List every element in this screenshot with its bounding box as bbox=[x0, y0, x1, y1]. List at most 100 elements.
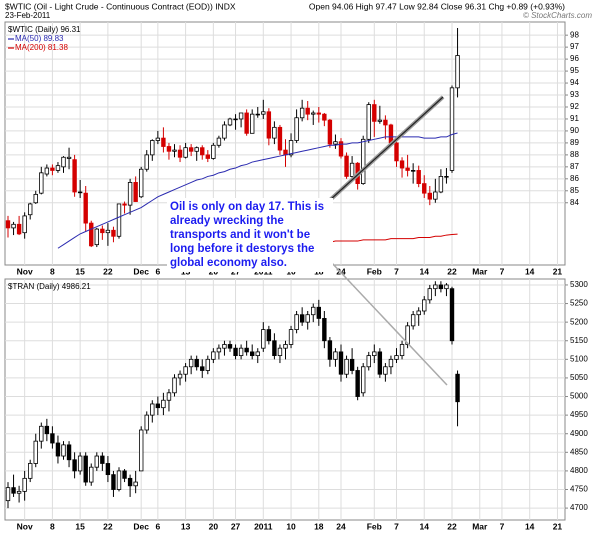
candle-body bbox=[22, 215, 27, 234]
x-tick-label: 27 bbox=[231, 521, 241, 531]
y-tick-label: 4800 bbox=[570, 466, 588, 475]
candle-body bbox=[449, 288, 455, 342]
x-tick-label: 22 bbox=[103, 266, 113, 276]
candle-body bbox=[333, 141, 338, 145]
candle-body bbox=[322, 318, 327, 342]
candle-body bbox=[349, 162, 355, 177]
x-tick-label: 14 bbox=[420, 266, 430, 276]
candle-body bbox=[233, 118, 238, 121]
y-tick-label: 96 bbox=[570, 54, 579, 63]
candle-body bbox=[433, 284, 438, 290]
candle-body bbox=[205, 358, 210, 371]
pointer bbox=[330, 261, 448, 386]
candle-body bbox=[233, 347, 238, 357]
candle-body bbox=[305, 107, 310, 115]
candle-body bbox=[333, 351, 338, 360]
candle-body bbox=[227, 118, 233, 126]
candle-body bbox=[405, 167, 410, 171]
candle-body bbox=[449, 87, 455, 171]
plot-frame bbox=[4, 278, 566, 521]
candle-body bbox=[327, 340, 333, 360]
candle-body bbox=[238, 347, 244, 357]
candle-body bbox=[77, 455, 83, 472]
candle-body bbox=[255, 113, 260, 116]
candle-body bbox=[388, 358, 394, 368]
candle-body bbox=[416, 310, 421, 316]
x-tick-label: 14 bbox=[525, 266, 535, 276]
ma-line bbox=[57, 132, 458, 249]
candle-body bbox=[311, 306, 316, 316]
candle-body bbox=[305, 314, 310, 323]
candle-body bbox=[410, 170, 416, 172]
candle-body bbox=[344, 358, 349, 375]
candle-body bbox=[272, 340, 277, 357]
x-tick-label: 22 bbox=[103, 521, 113, 531]
candle-body bbox=[105, 229, 111, 234]
candle-body bbox=[355, 370, 360, 397]
candle-body bbox=[216, 137, 222, 146]
candle-body bbox=[244, 347, 249, 353]
y-tick-label: 87 bbox=[570, 162, 579, 171]
candle-body bbox=[183, 147, 188, 158]
candle-body bbox=[255, 351, 260, 357]
candle-body bbox=[222, 124, 227, 139]
candle-body bbox=[127, 182, 133, 206]
candle-body bbox=[249, 113, 255, 134]
candle-body bbox=[399, 160, 405, 169]
candle-body bbox=[105, 463, 111, 476]
candle-body bbox=[327, 119, 333, 145]
candle-body bbox=[66, 444, 72, 461]
y-tick-label: 5250 bbox=[570, 299, 588, 308]
candle-body bbox=[416, 170, 421, 185]
y-tick-label: 85 bbox=[570, 186, 579, 195]
candle-body bbox=[288, 140, 294, 156]
candle-body bbox=[427, 288, 432, 301]
candle-body bbox=[427, 192, 432, 200]
candle-body bbox=[455, 55, 460, 89]
candle-body bbox=[299, 314, 305, 323]
candle-body bbox=[155, 403, 161, 409]
x-tick-label: 7 bbox=[500, 266, 505, 276]
x-tick-label: 22 bbox=[447, 521, 457, 531]
x-tick-label: 24 bbox=[336, 521, 346, 531]
candle-body bbox=[227, 344, 233, 349]
candle-body bbox=[344, 155, 349, 177]
y-tick-label: 98 bbox=[570, 30, 579, 39]
legend-label: $TRAN (Daily) 4986.21 bbox=[8, 282, 91, 291]
y-tick-label: 5150 bbox=[570, 336, 588, 345]
candle-body bbox=[89, 466, 94, 483]
candle-body bbox=[39, 172, 44, 194]
candle-body bbox=[44, 425, 50, 435]
candle-body bbox=[89, 222, 94, 247]
candle-body bbox=[360, 138, 366, 185]
candle-body bbox=[205, 154, 210, 159]
candle-body bbox=[127, 477, 133, 487]
candle-body bbox=[399, 344, 405, 357]
y-tick-label: 5100 bbox=[570, 354, 588, 363]
y-tick-label: 94 bbox=[570, 78, 579, 87]
candle-body bbox=[166, 392, 172, 401]
x-tick-label: Dec bbox=[133, 521, 149, 531]
candle-body bbox=[444, 284, 449, 290]
candle-body bbox=[144, 154, 149, 170]
candle-body bbox=[161, 399, 166, 409]
x-tick-label: 22 bbox=[447, 266, 457, 276]
candle-body bbox=[372, 104, 377, 122]
candle-body bbox=[27, 463, 33, 479]
candle-body bbox=[366, 104, 371, 140]
candle-body bbox=[111, 474, 116, 490]
candle-body bbox=[266, 329, 272, 342]
candle-body bbox=[410, 314, 416, 327]
x-tick-label: 2011 bbox=[254, 521, 273, 531]
candle-body bbox=[272, 126, 277, 139]
annotation: Oil is only on day 17. This is already w… bbox=[167, 198, 333, 272]
candle-body bbox=[388, 124, 394, 144]
candle-body bbox=[194, 358, 199, 368]
watermark: © StockCharts.com bbox=[523, 11, 592, 20]
candle-body bbox=[222, 344, 227, 349]
candle-body bbox=[111, 229, 116, 237]
candle-body bbox=[83, 455, 88, 483]
candle-body bbox=[55, 165, 61, 171]
candle-body bbox=[200, 366, 205, 371]
